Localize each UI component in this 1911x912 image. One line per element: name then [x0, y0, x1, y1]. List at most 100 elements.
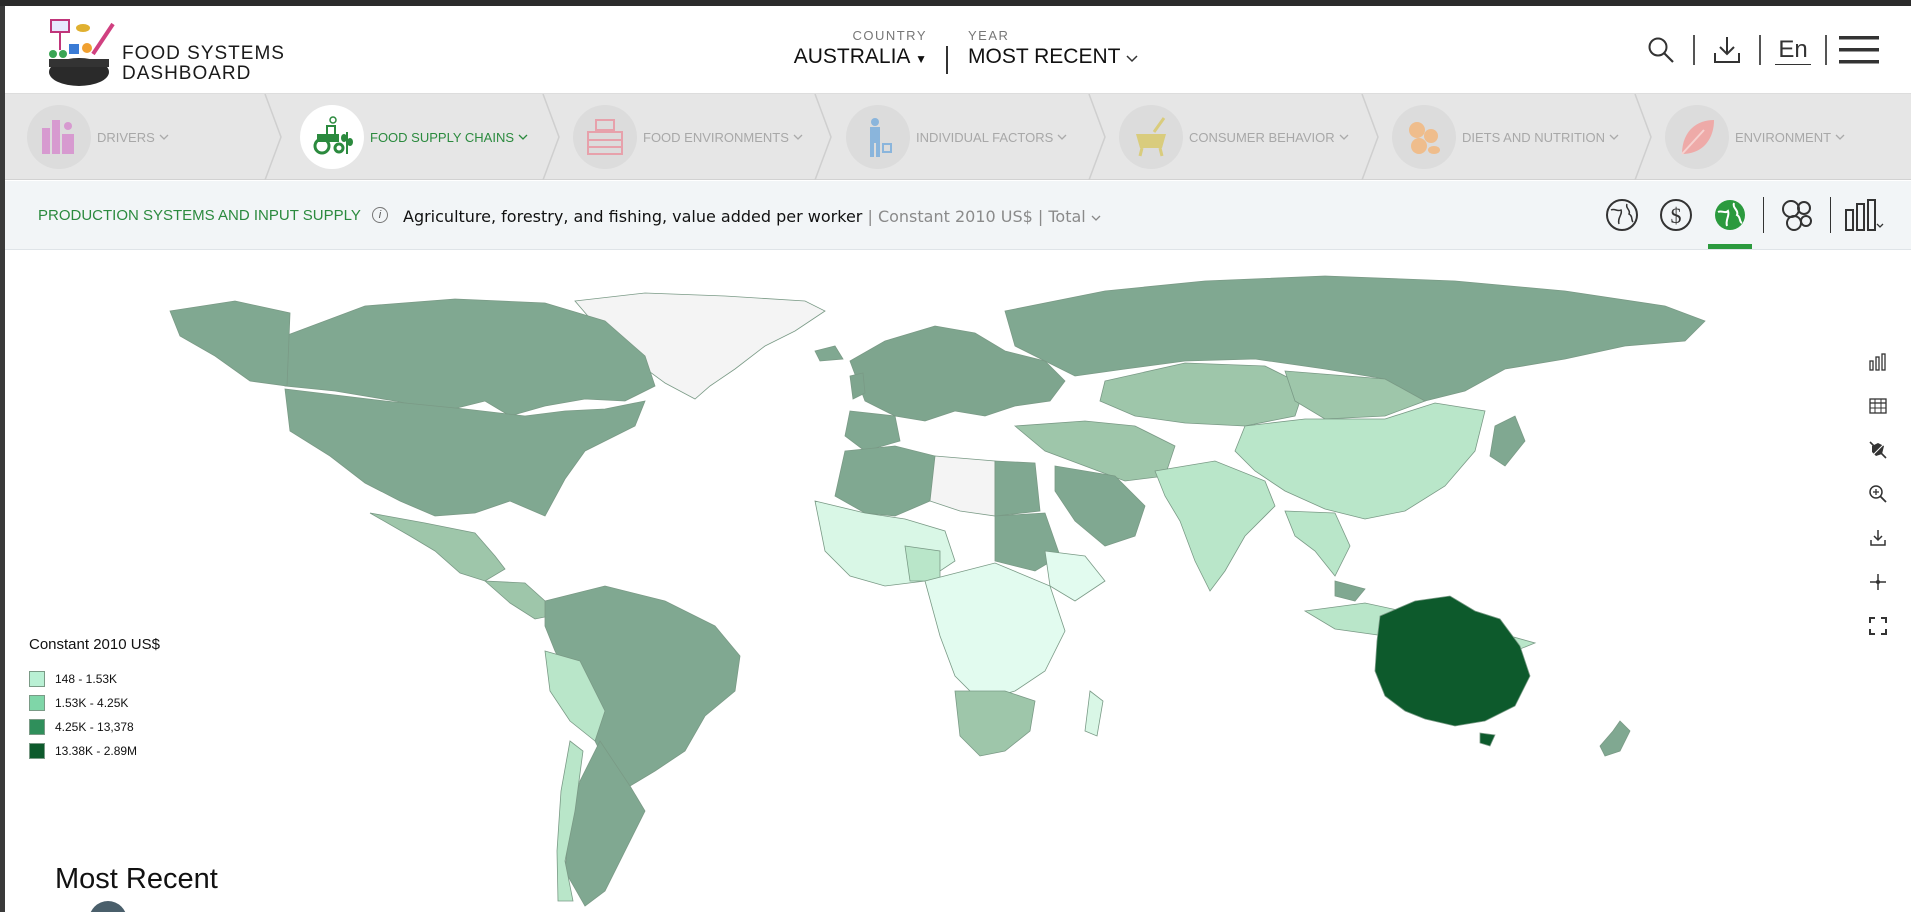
timeline-label: Most Recent — [55, 863, 218, 895]
year-selector[interactable]: YEAR MOST RECENT — [968, 28, 1138, 69]
country-japan — [1489, 415, 1526, 467]
country-europe — [849, 325, 1066, 422]
toolbar-separator — [1763, 197, 1764, 233]
country-value[interactable]: AUSTRALIA ▼ — [791, 45, 927, 69]
bar-chart-icon[interactable] — [1865, 349, 1891, 375]
logo-line1: FOOD SYSTEMS — [122, 43, 285, 64]
header-separator — [1825, 35, 1827, 65]
world-map[interactable] — [5, 251, 1911, 912]
category-food-supply-chains[interactable]: FOOD SUPPLY CHAINS — [300, 94, 528, 180]
category-consumer-behavior[interactable]: CONSUMER BEHAVIOR — [1119, 94, 1349, 180]
header-separator — [1759, 35, 1761, 65]
globe-icon[interactable] — [1598, 191, 1646, 239]
menu-icon[interactable] — [1839, 30, 1879, 70]
category-drivers[interactable]: DRIVERS — [27, 94, 169, 180]
category-separator — [542, 94, 560, 180]
download-icon[interactable] — [1707, 30, 1747, 70]
page: FOOD SYSTEMS DASHBOARD COUNTRY AUSTRALIA… — [5, 6, 1911, 912]
map-toolbar — [1865, 349, 1891, 657]
country-new-zealand — [1599, 720, 1631, 757]
category-separator — [1634, 94, 1652, 180]
logo-icon[interactable] — [41, 14, 123, 90]
legend-swatch — [29, 695, 45, 711]
chevron-down-icon — [1609, 134, 1619, 140]
country-mexico — [369, 512, 506, 582]
toolbar-separator — [1830, 197, 1831, 233]
country-mongolia — [1284, 370, 1426, 420]
category-label: ENVIRONMENT — [1735, 129, 1832, 145]
fullscreen-icon[interactable] — [1865, 613, 1891, 639]
legend-label: 13.38K - 2.89M — [55, 744, 138, 758]
country-se-asia — [1284, 510, 1351, 577]
indicator-selector[interactable]: Agriculture, forestry, and fishing, valu… — [403, 207, 1101, 226]
indicator-bar: PRODUCTION SYSTEMS AND INPUT SUPPLY i Ag… — [5, 181, 1911, 250]
legend-label: 148 - 1.53K — [55, 672, 118, 686]
country-iberia — [844, 410, 901, 452]
logo-text[interactable]: FOOD SYSTEMS DASHBOARD — [122, 44, 285, 84]
category-environment[interactable]: ENVIRONMENT — [1665, 94, 1845, 180]
logo-line2: DASHBOARD — [122, 63, 252, 84]
window-top-bar — [0, 0, 1911, 6]
chevron-down-icon — [1835, 134, 1845, 140]
country-canada — [244, 298, 656, 417]
language-selector[interactable]: En — [1773, 30, 1813, 70]
table-icon[interactable] — [1865, 393, 1891, 419]
country-russia — [1004, 275, 1706, 402]
play-button[interactable] — [89, 901, 127, 912]
zoom-in-icon[interactable] — [1865, 481, 1891, 507]
country-malaysia — [1334, 580, 1366, 602]
country-egypt — [994, 460, 1041, 517]
country-uk — [849, 372, 866, 400]
no-borders-icon[interactable] — [1865, 437, 1891, 463]
crosshair-icon[interactable] — [1865, 569, 1891, 595]
country-kazakhstan — [1099, 362, 1306, 427]
chevron-down-icon — [1091, 215, 1101, 221]
search-icon[interactable] — [1641, 30, 1681, 70]
bubble-icon[interactable] — [1773, 191, 1821, 239]
category-label: INDIVIDUAL FACTORS — [916, 129, 1054, 145]
legend-item[interactable]: 148 - 1.53K — [29, 667, 160, 691]
country-china — [1234, 402, 1486, 520]
country-usa — [284, 388, 646, 517]
category-label: CONSUMER BEHAVIOR — [1189, 129, 1335, 145]
category-food-environments[interactable]: FOOD ENVIRONMENTS — [573, 94, 803, 180]
category-separator — [1361, 94, 1379, 180]
country-madagascar — [1084, 690, 1104, 737]
category-separator — [1088, 94, 1106, 180]
legend-title: Constant 2010 US$ — [29, 636, 160, 653]
caret-down-icon: ▼ — [915, 52, 927, 66]
country-value-text: AUSTRALIA — [793, 45, 910, 68]
country-north-africa-west — [834, 445, 936, 517]
legend-item[interactable]: 4.25K - 13,378 — [29, 715, 160, 739]
map-icon[interactable] — [1706, 191, 1754, 249]
header: FOOD SYSTEMS DASHBOARD COUNTRY AUSTRALIA… — [5, 6, 1911, 94]
chevron-down-icon — [1057, 134, 1067, 140]
chevron-down-icon — [1339, 134, 1349, 140]
chevron-down-icon — [793, 134, 803, 140]
download-icon[interactable] — [1865, 525, 1891, 551]
bar-chart-icon[interactable] — [1840, 191, 1888, 239]
country-selector[interactable]: COUNTRY AUSTRALIA ▼ — [791, 28, 927, 69]
country-libya — [929, 455, 996, 517]
indicator-category[interactable]: PRODUCTION SYSTEMS AND INPUT SUPPLY — [38, 207, 361, 224]
map-area[interactable]: Constant 2010 US$ 148 - 1.53K 1.53K - 4.… — [5, 251, 1911, 912]
category-individual-factors[interactable]: INDIVIDUAL FACTORS — [846, 94, 1067, 180]
year-value[interactable]: MOST RECENT — [968, 45, 1138, 69]
drivers-icon — [27, 105, 91, 169]
svg-text:$: $ — [1671, 203, 1682, 228]
legend-item[interactable]: 1.53K - 4.25K — [29, 691, 160, 715]
leaf-icon — [1665, 105, 1729, 169]
dollar-icon[interactable]: $ — [1652, 191, 1700, 239]
person-icon — [846, 105, 910, 169]
legend-swatch — [29, 671, 45, 687]
category-label: FOOD SUPPLY CHAINS — [370, 129, 514, 145]
country-saudi-arabia — [1054, 465, 1146, 547]
country-india — [1154, 460, 1276, 592]
indicator-unit: | Constant 2010 US$ | Total — [867, 207, 1086, 226]
year-label: YEAR — [968, 28, 1010, 43]
country-label: COUNTRY — [852, 28, 927, 43]
category-diets-and-nutrition[interactable]: DIETS AND NUTRITION — [1392, 94, 1619, 180]
info-icon[interactable]: i — [372, 207, 388, 223]
legend-item[interactable]: 13.38K - 2.89M — [29, 739, 160, 763]
pot-icon — [1119, 105, 1183, 169]
